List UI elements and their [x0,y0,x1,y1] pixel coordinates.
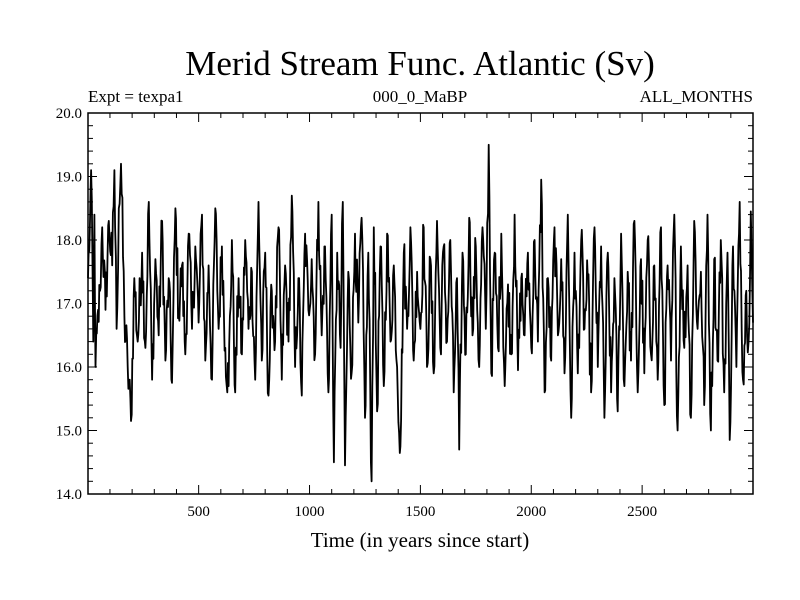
y-axis: 14.0 15.0 16.0 17.0 18.0 19.0 20.0 [56,106,753,503]
x-tick-label: 1000 [295,504,325,520]
y-tick-label: 20.0 [56,106,82,122]
y-tick-label: 14.0 [56,487,82,503]
y-tick-label: 16.0 [56,360,82,376]
y-tick-label: 19.0 [56,170,82,186]
x-tick-label: 500 [187,504,210,520]
series-line-1 [87,143,754,483]
experiment-label: Expt = texpa1 [88,87,184,106]
x-axis: 500 1000 1500 2000 2500 [109,113,732,520]
y-tick-label: 17.0 [56,297,82,313]
y-tick-label: 15.0 [56,424,82,440]
months-label: ALL_MONTHS [640,87,753,106]
period-label: 000_0_MaBP [373,87,467,106]
x-tick-label: 1500 [405,504,435,520]
x-tick-label: 2000 [516,504,546,520]
x-tick-label: 2500 [627,504,657,520]
x-axis-label: Time (in years since start) [311,528,530,552]
y-tick-label: 18.0 [56,233,82,249]
chart-title: Merid Stream Func. Atlantic (Sv) [185,44,655,83]
